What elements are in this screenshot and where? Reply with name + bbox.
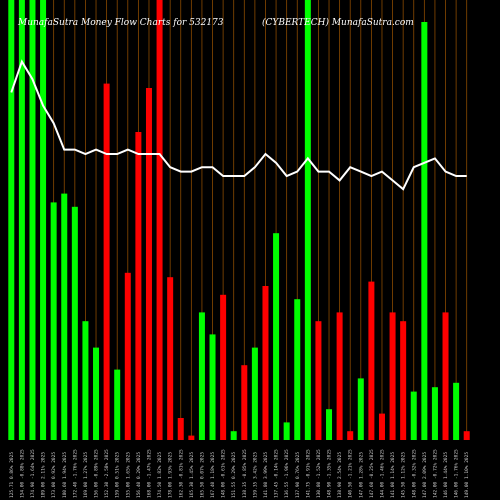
x-tick-label: 147.00 2.09% 2025 xyxy=(422,452,428,498)
bar xyxy=(273,233,280,440)
bar xyxy=(40,0,47,440)
series-line xyxy=(10,59,467,191)
bar xyxy=(124,272,131,440)
bar xyxy=(209,334,216,440)
bar xyxy=(283,422,290,440)
x-tick-label: 174.90 -1.64% 2025 xyxy=(30,449,36,498)
bar xyxy=(262,286,269,440)
bar xyxy=(135,132,142,440)
bar xyxy=(357,378,364,440)
x-tick-label: 137.90 0.76% 2025 xyxy=(295,452,301,498)
x-tick-label: 189.00 2.11% 2025 xyxy=(41,452,47,498)
bar xyxy=(82,321,89,440)
x-tick-label: 172.40 -1.76% 2025 xyxy=(72,449,78,498)
x-tick-label: 155.00 1.65% 2025 xyxy=(125,452,131,498)
bar xyxy=(167,277,174,440)
bar xyxy=(241,365,248,440)
x-tick-label: 144.00 -1.46% 2025 xyxy=(379,449,385,498)
chart-title-left: MunafaSutra Money Flow Charts for 532173 xyxy=(17,18,224,28)
bar xyxy=(61,193,68,440)
x-tick-label: 141.80 3.99% 2025 xyxy=(263,452,269,498)
tick-labels-group: 125.71 0.86% 2025 154.00 -0.88% 2025 174.9… xyxy=(9,449,470,498)
x-tick-label: 148.00 -0.61% 2025 xyxy=(221,449,227,498)
bar xyxy=(220,294,227,440)
x-tick-label: 178.00 1.93% 2025 xyxy=(168,452,174,498)
chart-title-right: (CYBERTECH) MunafaSutra.com xyxy=(262,17,414,28)
bar xyxy=(103,83,110,440)
x-tick-label: 159.35 3.42% 2025 xyxy=(252,452,258,498)
bar xyxy=(156,0,163,440)
bar xyxy=(463,431,470,440)
bar xyxy=(29,0,36,440)
bar xyxy=(347,431,354,440)
bar xyxy=(315,321,322,440)
x-tick-label: 168.00 -1.47% 2025 xyxy=(146,449,152,498)
bar xyxy=(230,431,237,440)
x-tick-label: 174.50 1.82% 2025 xyxy=(157,452,163,498)
bar xyxy=(453,382,460,440)
bar xyxy=(400,321,407,440)
bar xyxy=(71,206,78,440)
x-tick-label: 165.30 1.45% 2025 xyxy=(189,452,195,498)
line-group xyxy=(10,59,467,191)
bar xyxy=(410,391,417,440)
bar xyxy=(378,413,385,440)
bar xyxy=(326,409,333,440)
bar xyxy=(304,0,311,440)
x-tick-label: 136.55 -1.96% 2025 xyxy=(284,449,290,498)
x-tick-label: 146.00 1.44% 2025 xyxy=(443,452,449,498)
x-tick-label: 162.30 -0.81% 2025 xyxy=(178,449,184,498)
bar xyxy=(93,347,100,440)
bar xyxy=(368,281,375,440)
x-tick-label: 140.50 -1.21% 2025 xyxy=(348,449,354,498)
x-tick-label: 180.60 1.94% 2025 xyxy=(62,452,68,498)
x-tick-label: 165.50 0.07% 2025 xyxy=(199,452,205,498)
bar xyxy=(431,387,438,440)
x-tick-label: 130.80 -1.52% 2025 xyxy=(316,449,322,498)
bar xyxy=(251,347,258,440)
bar xyxy=(18,0,25,440)
x-tick-label: 148.00 -0.32% 2025 xyxy=(411,449,417,498)
bars-group xyxy=(8,0,470,440)
x-tick-label: 152.30 -2.58% 2025 xyxy=(104,449,110,498)
x-tick-label: 148.90 -1.35% 2025 xyxy=(327,449,333,498)
bar xyxy=(294,299,301,440)
x-tick-label: 147.60 -0.25% 2025 xyxy=(369,449,375,498)
bar xyxy=(188,435,195,440)
x-tick-label: 156.40 0.29% 2025 xyxy=(136,452,142,498)
bar xyxy=(8,0,15,440)
x-tick-label: 156.00 -0.89% 2025 xyxy=(94,449,100,498)
x-tick-label: 138.90 2.54% 2025 xyxy=(337,452,343,498)
bar xyxy=(177,418,184,440)
x-tick-label: 137.45 -0.14% 2025 xyxy=(274,449,280,498)
x-tick-label: 141.00 1.14% 2025 xyxy=(390,452,396,498)
bar xyxy=(145,88,152,440)
x-tick-label: 146.00 -1.76% 2025 xyxy=(454,449,460,498)
bar xyxy=(198,312,205,440)
bar xyxy=(389,312,396,440)
x-tick-label: 141.75 -0.91% 2025 xyxy=(305,449,311,498)
x-tick-label: 147.00 1.28% 2025 xyxy=(358,452,364,498)
x-tick-label: 138.35 -0.85% 2025 xyxy=(242,449,248,498)
bar xyxy=(442,312,449,440)
x-tick-label: 145.50 1.12% 2025 xyxy=(401,452,407,498)
x-tick-label: 154.00 -0.88% 2025 xyxy=(19,449,25,498)
x-tick-label: 151.55 0.29% 2025 xyxy=(231,452,237,498)
x-tick-label: 167.40 1.18% 2025 xyxy=(210,452,216,498)
x-tick-label: 173.00 0.92% 2025 xyxy=(51,452,57,498)
x-tick-label: 159.00 0.51% 2025 xyxy=(115,452,121,498)
x-tick-label: 142.00 -0.72% 2025 xyxy=(432,449,438,498)
bar xyxy=(114,369,121,440)
bar xyxy=(421,22,428,440)
x-tick-label: 125.71 0.86% 2025 xyxy=(9,452,15,498)
x-tick-label: 169.00 1.27% 2025 xyxy=(83,452,89,498)
x-tick-label: 149.00 1.10% 2025 xyxy=(464,452,470,498)
bar xyxy=(50,202,57,440)
bar xyxy=(336,312,343,440)
